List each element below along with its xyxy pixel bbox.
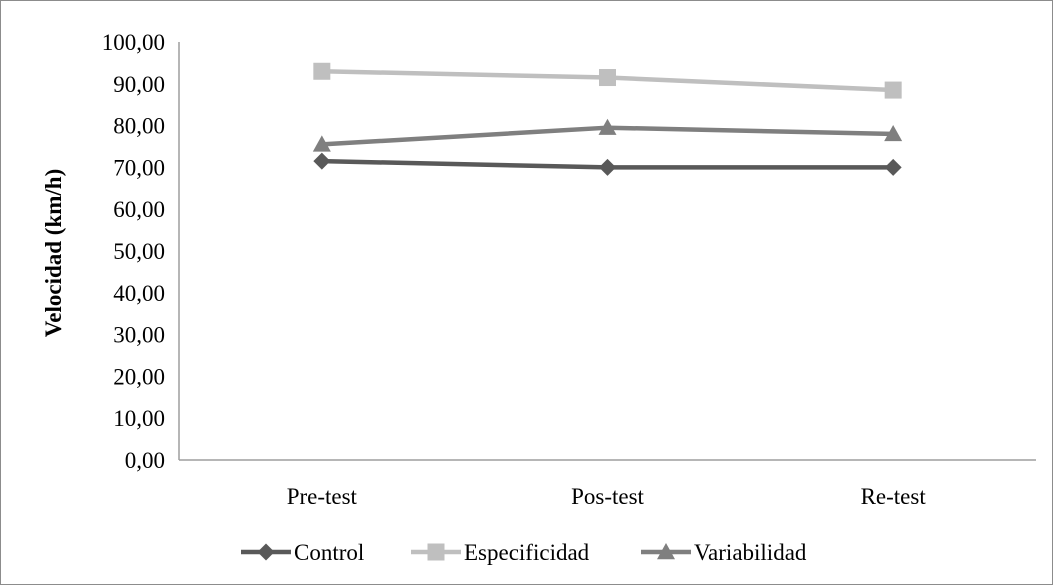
legend-item-variabilidad: Variabilidad [641, 540, 807, 565]
y-tick-label: 50,00 [113, 239, 165, 264]
y-tick-label: 20,00 [113, 364, 165, 389]
legend-label: Control [294, 540, 364, 565]
y-tick-labels: 0,00 10,00 20,00 30,00 40,00 50,00 60,00 70,00 8… [102, 30, 165, 473]
legend-item-especificidad: Especificidad [411, 540, 590, 565]
legend-item-control: Control [241, 540, 364, 565]
series-variabilidad [312, 118, 903, 152]
data-point-especificidad [313, 62, 331, 80]
x-tick-label: Re-test [861, 484, 927, 509]
y-tick-label: 30,00 [113, 323, 165, 348]
x-tick-label: Pre-test [287, 484, 358, 509]
data-point-especificidad [884, 81, 902, 99]
legend-label: Especificidad [464, 540, 590, 565]
data-point-control [313, 152, 331, 170]
legend-label: Variabilidad [694, 540, 807, 565]
legend: Control Especificidad Variabilidad [241, 540, 807, 565]
series-control [313, 152, 902, 176]
series-layer [312, 62, 903, 176]
data-point-variabilidad [884, 124, 903, 142]
data-point-variabilidad [312, 135, 331, 152]
y-tick-label: 70,00 [113, 155, 165, 180]
data-point-control [884, 158, 902, 176]
data-point-especificidad [599, 69, 616, 87]
legend-marker [427, 543, 445, 561]
y-tick-label: 10,00 [113, 406, 165, 431]
y-tick-label: 90,00 [113, 72, 165, 97]
y-tick-label: 60,00 [113, 197, 165, 222]
y-tick-label: 80,00 [113, 114, 165, 139]
x-tick-label: Pos-test [571, 484, 644, 509]
data-point-variabilidad [598, 118, 617, 135]
y-tick-label: 100,00 [102, 30, 165, 55]
x-tick-labels: Pre-test Pos-test Re-test [287, 484, 927, 509]
y-tick-label: 0,00 [125, 448, 165, 473]
y-tick-label: 40,00 [113, 281, 165, 306]
legend-marker [257, 543, 275, 561]
series-especificidad [313, 62, 902, 99]
y-axis-title: Velocidad (km/h) [41, 169, 66, 337]
data-point-control [599, 158, 616, 176]
legend-marker [657, 543, 675, 560]
